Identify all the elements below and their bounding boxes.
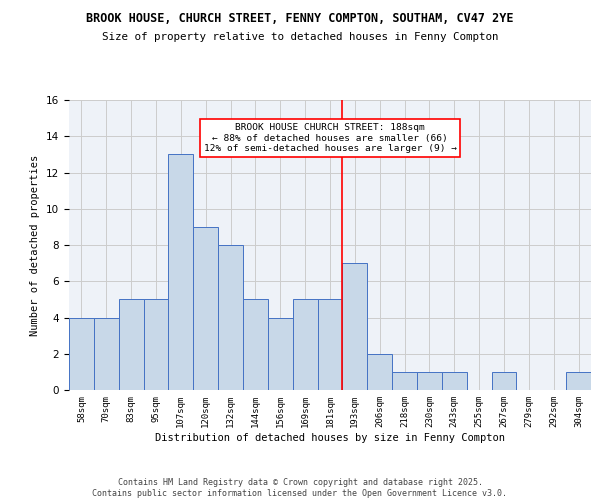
- Text: BROOK HOUSE CHURCH STREET: 188sqm
← 88% of detached houses are smaller (66)
12% : BROOK HOUSE CHURCH STREET: 188sqm ← 88% …: [203, 123, 457, 153]
- Bar: [367, 354, 392, 390]
- Bar: [143, 300, 169, 390]
- Bar: [317, 300, 343, 390]
- Bar: [119, 300, 143, 390]
- Bar: [193, 227, 218, 390]
- Bar: [69, 318, 94, 390]
- Bar: [343, 263, 367, 390]
- Text: BROOK HOUSE, CHURCH STREET, FENNY COMPTON, SOUTHAM, CV47 2YE: BROOK HOUSE, CHURCH STREET, FENNY COMPTO…: [86, 12, 514, 26]
- Bar: [566, 372, 591, 390]
- X-axis label: Distribution of detached houses by size in Fenny Compton: Distribution of detached houses by size …: [155, 432, 505, 442]
- Bar: [94, 318, 119, 390]
- Bar: [417, 372, 442, 390]
- Bar: [442, 372, 467, 390]
- Bar: [169, 154, 193, 390]
- Bar: [268, 318, 293, 390]
- Bar: [218, 245, 243, 390]
- Y-axis label: Number of detached properties: Number of detached properties: [31, 154, 40, 336]
- Bar: [243, 300, 268, 390]
- Bar: [392, 372, 417, 390]
- Text: Contains HM Land Registry data © Crown copyright and database right 2025.
Contai: Contains HM Land Registry data © Crown c…: [92, 478, 508, 498]
- Bar: [293, 300, 317, 390]
- Bar: [491, 372, 517, 390]
- Text: Size of property relative to detached houses in Fenny Compton: Size of property relative to detached ho…: [102, 32, 498, 42]
